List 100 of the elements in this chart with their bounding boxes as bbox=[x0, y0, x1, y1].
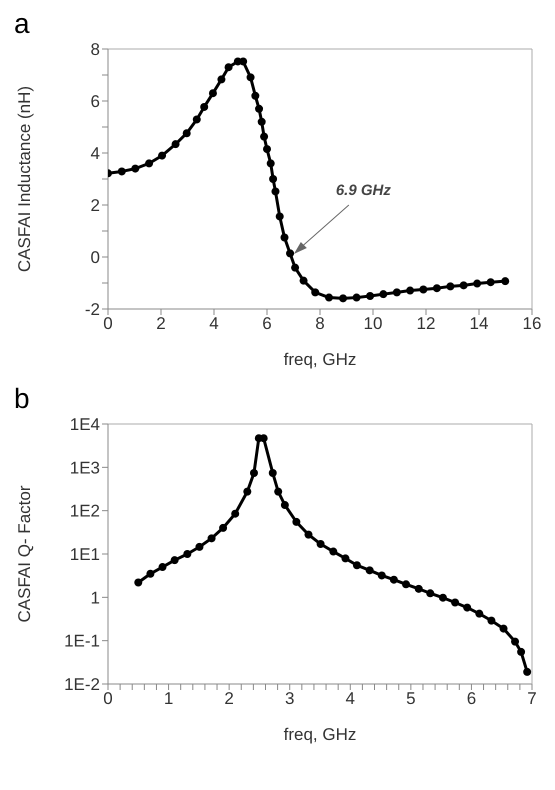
point bbox=[258, 118, 266, 126]
point bbox=[460, 281, 468, 290]
point bbox=[224, 63, 233, 72]
x-tick-label: 10 bbox=[364, 314, 382, 334]
y-tick-label: 1E1 bbox=[70, 545, 100, 564]
point bbox=[311, 288, 320, 296]
x-tick-label: 5 bbox=[406, 689, 416, 708]
annotation: 6.9 GHz bbox=[336, 182, 392, 199]
y-tick-label: -2 bbox=[84, 300, 100, 320]
y-tick-label: 0 bbox=[90, 248, 100, 268]
y-axis-title: CASFAI Inductance (nH) bbox=[15, 86, 34, 272]
y-tick-label: 4 bbox=[90, 144, 100, 164]
point bbox=[475, 610, 484, 618]
y-tick-label: 1E2 bbox=[70, 502, 100, 521]
point bbox=[517, 648, 526, 656]
point bbox=[352, 294, 361, 302]
x-tick-label: 14 bbox=[470, 314, 488, 334]
point bbox=[158, 563, 167, 572]
y-tick-label: 1E3 bbox=[70, 458, 100, 478]
point bbox=[426, 589, 434, 598]
point bbox=[419, 286, 428, 294]
x-tick-label: 6 bbox=[466, 689, 476, 708]
point bbox=[300, 276, 308, 285]
x-axis-title: freq, GHz bbox=[284, 350, 356, 369]
point bbox=[243, 488, 252, 496]
point bbox=[269, 175, 278, 183]
y-tick-label: 1E-2 bbox=[64, 675, 100, 694]
point bbox=[392, 288, 401, 296]
point bbox=[511, 638, 520, 646]
point bbox=[271, 187, 280, 196]
point bbox=[280, 234, 288, 242]
point bbox=[325, 294, 334, 302]
chart-title: a bbox=[14, 8, 30, 40]
point bbox=[352, 561, 361, 570]
point bbox=[438, 594, 447, 602]
point bbox=[446, 282, 454, 290]
point bbox=[500, 624, 508, 633]
point bbox=[341, 554, 350, 562]
point bbox=[402, 580, 410, 588]
y-tick-label: 6 bbox=[90, 92, 100, 112]
point bbox=[339, 294, 348, 302]
point bbox=[432, 284, 441, 292]
point bbox=[523, 668, 532, 676]
point bbox=[145, 159, 154, 168]
x-tick-label: 16 bbox=[522, 314, 542, 334]
point bbox=[286, 249, 294, 258]
point bbox=[406, 286, 414, 295]
point bbox=[263, 145, 271, 154]
point bbox=[291, 264, 300, 272]
point bbox=[255, 104, 264, 113]
point bbox=[276, 212, 284, 220]
x-tick-label: 4 bbox=[209, 314, 219, 334]
point bbox=[219, 524, 228, 532]
point bbox=[414, 584, 423, 593]
x-tick-label: 2 bbox=[224, 689, 234, 708]
point bbox=[379, 290, 388, 298]
x-tick-label: 0 bbox=[103, 689, 113, 708]
point bbox=[378, 571, 386, 580]
point bbox=[131, 164, 140, 173]
point bbox=[182, 129, 191, 138]
point bbox=[501, 277, 510, 286]
point bbox=[200, 102, 208, 111]
y-tick-label: 8 bbox=[90, 40, 100, 60]
point bbox=[118, 167, 126, 176]
x-tick-label: 2 bbox=[156, 314, 166, 334]
y-tick-label: 2 bbox=[90, 196, 100, 216]
x-tick-label: 3 bbox=[284, 689, 294, 708]
point bbox=[274, 488, 282, 496]
x-tick-label: 0 bbox=[103, 314, 113, 334]
point bbox=[195, 542, 204, 551]
point bbox=[217, 75, 226, 84]
point bbox=[250, 469, 258, 477]
point bbox=[158, 152, 166, 160]
point bbox=[268, 469, 277, 477]
x-axis-title: freq, GHz bbox=[284, 725, 356, 744]
point bbox=[260, 132, 268, 141]
x-tick-label: 6 bbox=[262, 314, 272, 334]
y-tick-label: 1E-1 bbox=[64, 632, 100, 651]
x-tick-label: 1 bbox=[164, 689, 174, 708]
y-axis-title: CASFAI Q- Factor bbox=[15, 485, 34, 622]
point bbox=[473, 280, 482, 288]
point bbox=[192, 115, 201, 124]
point bbox=[366, 566, 374, 574]
point bbox=[146, 570, 154, 578]
x-tick-label: 8 bbox=[315, 314, 325, 334]
point bbox=[266, 159, 275, 168]
point bbox=[329, 548, 338, 556]
point bbox=[251, 92, 260, 100]
point bbox=[486, 278, 495, 286]
point bbox=[280, 501, 289, 510]
point bbox=[231, 510, 240, 518]
point bbox=[366, 292, 374, 300]
point bbox=[304, 530, 312, 539]
point bbox=[208, 89, 217, 98]
point bbox=[170, 556, 179, 564]
point bbox=[316, 540, 325, 548]
point bbox=[390, 576, 398, 584]
point bbox=[134, 578, 142, 586]
y-tick-label: 1 bbox=[90, 588, 100, 608]
x-tick-label: 7 bbox=[527, 689, 537, 708]
